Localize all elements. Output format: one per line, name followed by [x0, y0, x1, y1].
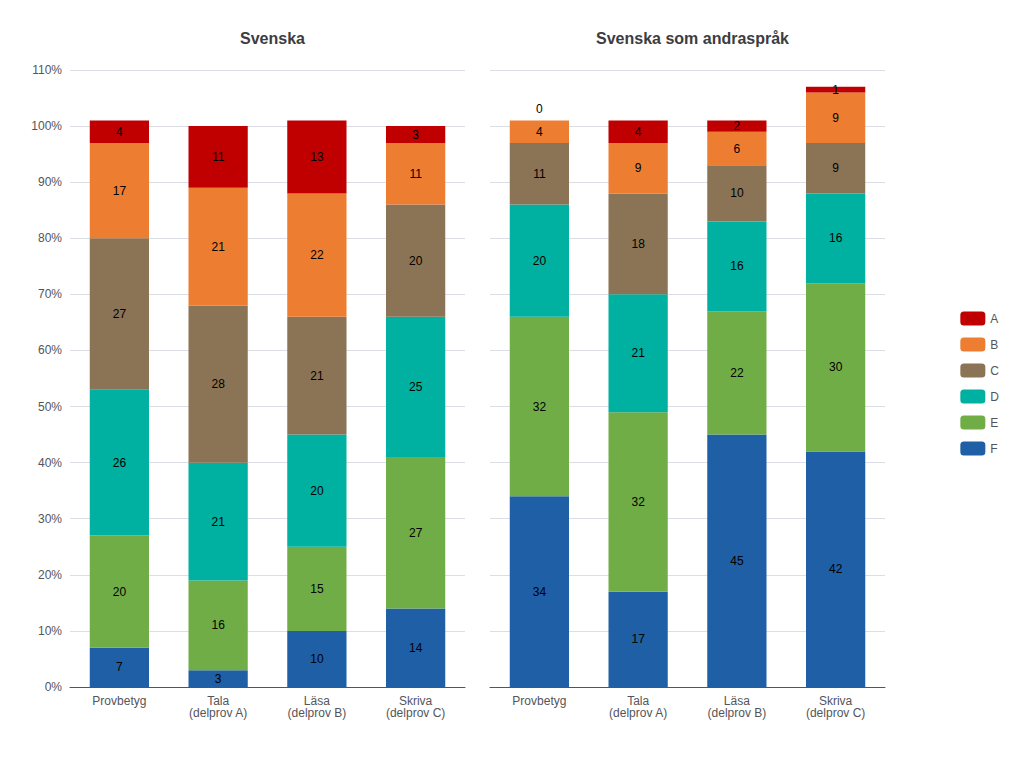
- svg-text:10: 10: [310, 652, 324, 666]
- svg-text:22: 22: [730, 366, 744, 380]
- svg-text:17: 17: [113, 184, 127, 198]
- svg-text:D: D: [990, 390, 999, 404]
- svg-text:14: 14: [409, 641, 423, 655]
- svg-text:15: 15: [310, 582, 324, 596]
- svg-text:C: C: [990, 364, 999, 378]
- svg-text:110%: 110%: [32, 63, 62, 77]
- svg-text:27: 27: [113, 307, 127, 321]
- svg-text:2: 2: [734, 119, 741, 133]
- svg-text:Läsa: Läsa: [723, 694, 750, 708]
- svg-text:Svenska: Svenska: [240, 30, 305, 47]
- svg-text:20: 20: [533, 254, 547, 268]
- svg-text:27: 27: [409, 526, 423, 540]
- svg-text:70%: 70%: [38, 287, 62, 301]
- svg-text:4: 4: [635, 125, 642, 139]
- svg-text:(delprov B): (delprov B): [288, 706, 347, 720]
- svg-text:F: F: [990, 442, 997, 456]
- svg-text:4: 4: [536, 125, 543, 139]
- svg-text:6: 6: [734, 142, 741, 156]
- svg-text:Tala: Tala: [627, 694, 650, 708]
- svg-text:3: 3: [215, 672, 222, 686]
- svg-text:1: 1: [832, 83, 839, 97]
- svg-text:16: 16: [829, 231, 843, 245]
- svg-text:16: 16: [211, 618, 225, 632]
- svg-text:Läsa: Läsa: [303, 694, 330, 708]
- svg-text:9: 9: [832, 161, 839, 175]
- svg-text:40%: 40%: [38, 456, 62, 470]
- svg-text:90%: 90%: [38, 175, 62, 189]
- svg-text:21: 21: [211, 515, 225, 529]
- svg-text:0: 0: [536, 102, 543, 116]
- svg-text:Skriva: Skriva: [819, 694, 853, 708]
- svg-text:(delprov C): (delprov C): [386, 706, 445, 720]
- svg-text:30: 30: [829, 360, 843, 374]
- svg-text:Provbetyg: Provbetyg: [512, 694, 566, 708]
- svg-text:9: 9: [832, 111, 839, 125]
- svg-text:3: 3: [412, 128, 419, 142]
- svg-text:60%: 60%: [38, 343, 62, 357]
- svg-text:32: 32: [631, 495, 645, 509]
- svg-text:16: 16: [730, 259, 744, 273]
- svg-text:Tala: Tala: [207, 694, 230, 708]
- svg-text:9: 9: [635, 161, 642, 175]
- svg-text:4: 4: [116, 125, 123, 139]
- svg-text:Svenska som andraspråk: Svenska som andraspråk: [596, 30, 789, 47]
- svg-text:20%: 20%: [38, 568, 62, 582]
- svg-text:11: 11: [212, 150, 225, 164]
- svg-text:11: 11: [533, 167, 546, 181]
- svg-text:B: B: [990, 338, 998, 352]
- svg-text:21: 21: [631, 346, 645, 360]
- svg-text:25: 25: [409, 380, 423, 394]
- svg-text:A: A: [990, 312, 998, 326]
- svg-text:20: 20: [409, 254, 423, 268]
- svg-text:Provbetyg: Provbetyg: [92, 694, 146, 708]
- svg-text:11: 11: [409, 167, 422, 181]
- svg-text:21: 21: [211, 240, 225, 254]
- svg-text:28: 28: [211, 377, 225, 391]
- svg-text:10: 10: [730, 186, 744, 200]
- svg-text:80%: 80%: [38, 231, 62, 245]
- svg-text:18: 18: [631, 237, 645, 251]
- svg-text:32: 32: [533, 400, 547, 414]
- svg-text:42: 42: [829, 562, 843, 576]
- svg-text:100%: 100%: [31, 119, 62, 133]
- svg-text:0%: 0%: [45, 680, 63, 694]
- svg-text:(delprov B): (delprov B): [708, 706, 767, 720]
- svg-text:(delprov C): (delprov C): [806, 706, 865, 720]
- svg-text:30%: 30%: [38, 512, 62, 526]
- svg-text:7: 7: [116, 660, 123, 674]
- svg-text:Skriva: Skriva: [399, 694, 433, 708]
- svg-text:20: 20: [113, 585, 127, 599]
- svg-text:13: 13: [310, 150, 324, 164]
- svg-text:10%: 10%: [38, 624, 62, 638]
- svg-text:50%: 50%: [38, 400, 62, 414]
- svg-text:(delprov A): (delprov A): [609, 706, 667, 720]
- svg-text:34: 34: [533, 585, 547, 599]
- svg-text:45: 45: [730, 554, 744, 568]
- svg-text:20: 20: [310, 484, 324, 498]
- svg-text:17: 17: [631, 632, 645, 646]
- svg-text:E: E: [990, 416, 998, 430]
- svg-text:21: 21: [310, 369, 324, 383]
- svg-text:26: 26: [113, 456, 127, 470]
- svg-text:22: 22: [310, 248, 324, 262]
- svg-text:(delprov A): (delprov A): [189, 706, 247, 720]
